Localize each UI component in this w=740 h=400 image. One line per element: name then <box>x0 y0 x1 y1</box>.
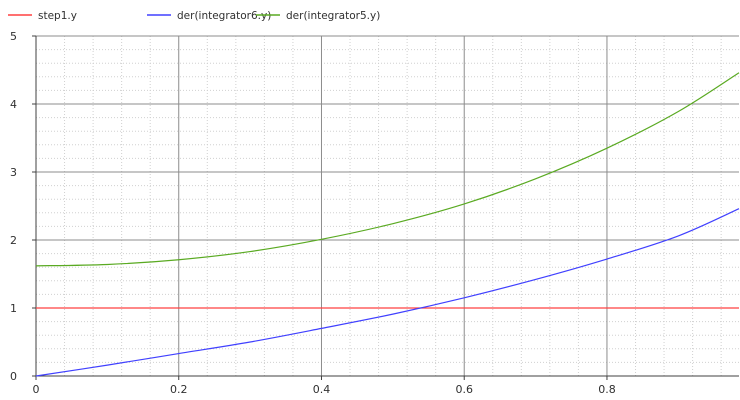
x-tick-label: 0.6 <box>455 383 473 396</box>
y-tick-label: 4 <box>10 98 17 111</box>
legend-label: der(integrator5.y) <box>286 10 380 22</box>
y-tick-label: 0 <box>10 370 17 383</box>
legend-label: der(integrator6.y) <box>177 10 271 22</box>
x-tick-label: 0.4 <box>313 383 331 396</box>
y-tick-label: 3 <box>10 166 17 179</box>
y-tick-label: 1 <box>10 302 17 315</box>
y-tick-label: 5 <box>10 30 17 43</box>
y-tick-label: 2 <box>10 234 17 247</box>
legend: step1.y der(integrator6.y) der(integrator5… <box>8 10 380 22</box>
x-tick-label: 0.8 <box>598 383 616 396</box>
x-tick-label: 0.2 <box>170 383 188 396</box>
legend-label: step1.y <box>38 10 77 22</box>
x-tick-label: 0 <box>33 383 40 396</box>
